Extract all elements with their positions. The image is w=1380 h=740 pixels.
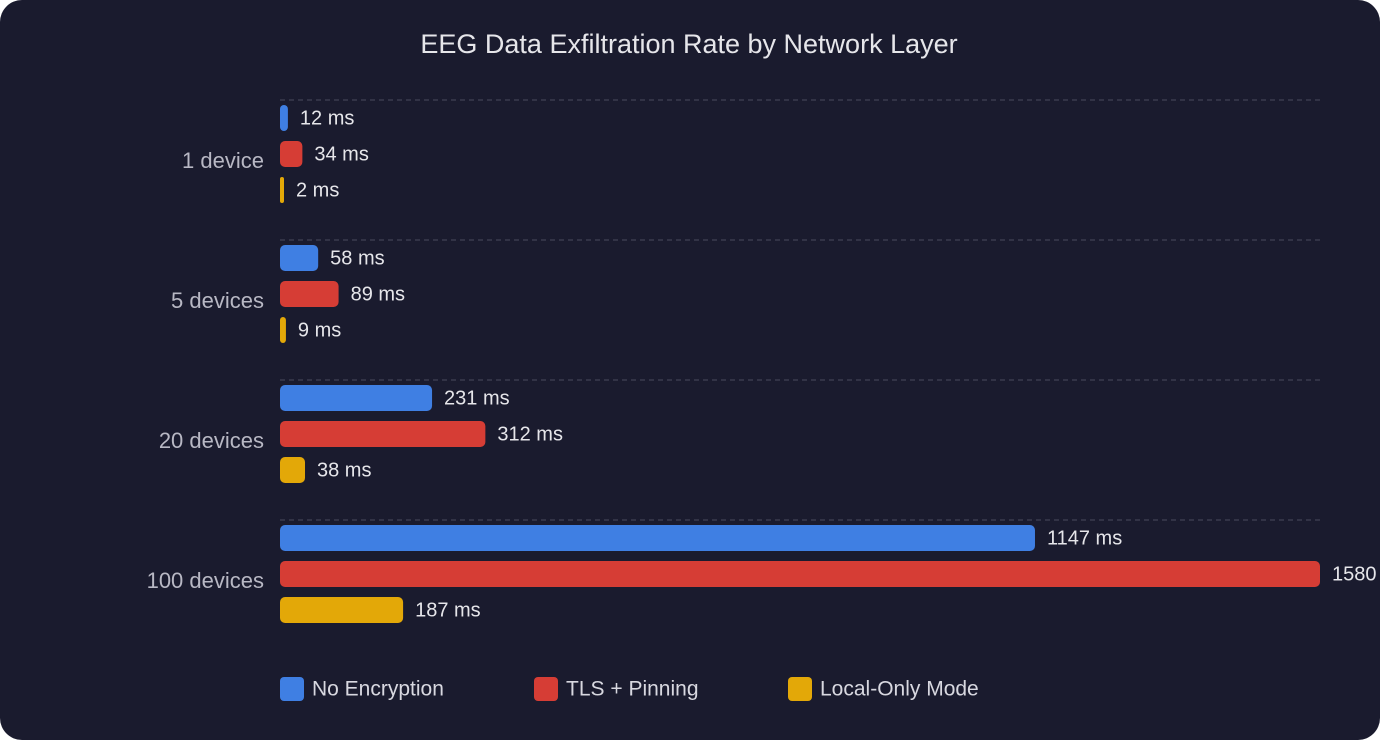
- data-label: 187 ms: [415, 599, 481, 621]
- legend-swatch: [534, 677, 558, 701]
- bar: [280, 105, 288, 131]
- bar: [280, 597, 404, 623]
- chart-title: EEG Data Exfiltration Rate by Network La…: [420, 29, 957, 59]
- data-label: 231 ms: [444, 387, 510, 409]
- bar: [280, 245, 319, 271]
- bar: [280, 385, 433, 411]
- data-label: 1147 ms: [1047, 527, 1122, 549]
- bar: [280, 281, 339, 307]
- bar: [280, 421, 486, 447]
- bar: [280, 561, 1320, 587]
- data-label: 58 ms: [330, 247, 384, 269]
- data-label: 9 ms: [298, 319, 341, 341]
- y-tick-label: 1 device: [182, 148, 264, 173]
- bar: [280, 317, 286, 343]
- bar: [280, 177, 284, 203]
- legend-swatch: [280, 677, 304, 701]
- data-label: 38 ms: [317, 459, 371, 481]
- bar: [280, 457, 306, 483]
- legend-swatch: [788, 677, 812, 701]
- data-label: 2 ms: [296, 179, 339, 201]
- data-label: 1580: [1332, 563, 1377, 585]
- y-tick-label: 5 devices: [171, 288, 264, 313]
- y-tick-label: 100 devices: [147, 568, 264, 593]
- bar: [280, 525, 1035, 551]
- data-label: 34 ms: [314, 143, 368, 165]
- legend-label: No Encryption: [312, 678, 444, 701]
- legend-label: TLS + Pinning: [566, 678, 699, 701]
- y-tick-label: 20 devices: [159, 428, 264, 453]
- data-label: 89 ms: [351, 283, 405, 305]
- data-label: 12 ms: [300, 107, 354, 129]
- bar: [280, 141, 303, 167]
- data-label: 312 ms: [497, 423, 563, 445]
- legend-label: Local-Only Mode: [820, 678, 979, 701]
